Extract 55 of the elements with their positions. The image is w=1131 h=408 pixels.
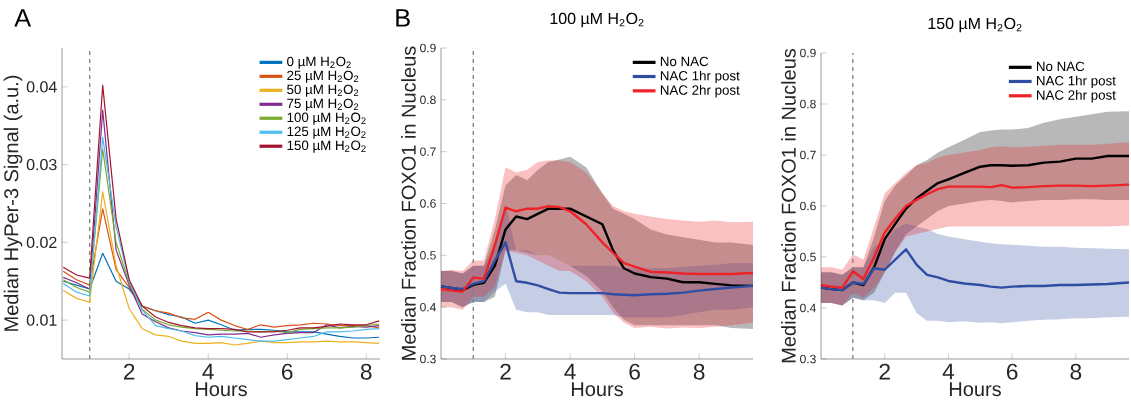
y-tick-label: 0.8 <box>420 95 436 105</box>
legend-label: 75 µM H$_{2}$O$_{2}$ <box>287 98 359 111</box>
y-tick-label: 0.3 <box>420 354 436 364</box>
x-tick-label: 8 <box>360 363 372 380</box>
x-tick-label: 4 <box>942 363 955 380</box>
legend-label: 150 µM H$_{2}$O$_{2}$ <box>287 140 366 153</box>
x-tick-label: 2 <box>879 363 890 380</box>
text: A <box>14 9 32 27</box>
x-tick-label: 8 <box>693 363 705 380</box>
x-tick-label: 8 <box>1070 363 1082 380</box>
y-tick-label: 0.7 <box>420 147 436 156</box>
legend-label: No NAC <box>660 56 709 67</box>
y-tick-label: 0.3 <box>800 354 816 364</box>
x-tick-label: 4 <box>202 363 214 380</box>
y-tick-label: 0.03 <box>26 158 57 171</box>
text: B <box>396 9 410 27</box>
x-tick-label: 6 <box>629 363 640 380</box>
y-tick-label: 0.04 <box>26 81 57 93</box>
y-tick-label: 0.01 <box>26 314 57 326</box>
legend-label: 125 µM H$_{2}$O$_{2}$ <box>287 126 366 139</box>
legend-label: NAC 1hr post <box>1036 75 1116 89</box>
line-series <box>819 248 1131 292</box>
legend-label: 50 µM H$_{2}$O$_{2}$ <box>287 84 359 97</box>
chart-title: 150 µM H$_{2}$O$_{2}$ <box>928 17 1022 33</box>
legend-label: NAC 2hr post <box>1036 89 1116 103</box>
chart-title: 100 µM H$_{2}$O$_{2}$ <box>550 12 644 28</box>
legend-label: 0 µM H$_{2}$O$_{2}$ <box>287 56 351 69</box>
y-tick-label: 0.5 <box>800 252 816 262</box>
x-axis-title: Hours <box>195 382 247 397</box>
y-tick-label: 0.8 <box>800 99 816 109</box>
y-tick-label: 0.5 <box>420 251 436 260</box>
x-axis-title: Hours <box>949 382 1001 397</box>
y-tick-label: 0.4 <box>800 303 816 313</box>
y-tick-label: 0.4 <box>420 302 436 312</box>
x-tick-label: 2 <box>124 363 135 380</box>
y-tick-label: 0.6 <box>800 201 816 211</box>
y-axis-title: Median Fraction FOXO1 in Nucleus <box>781 48 796 363</box>
y-tick-label: 0.9 <box>420 43 436 53</box>
y-tick-label: 0.6 <box>420 199 436 208</box>
x-tick-label: 2 <box>500 363 511 380</box>
x-tick-label: 6 <box>1006 363 1018 380</box>
legend-label: NAC 1hr post <box>660 70 740 84</box>
x-axis-title: Hours <box>571 382 623 397</box>
legend-label: 100 µM H$_{2}$O$_{2}$ <box>287 112 366 125</box>
legend-label: No NAC <box>1036 61 1085 72</box>
y-tick-label: 0.9 <box>800 48 816 58</box>
line-series <box>62 191 380 346</box>
legend-label: NAC 2hr post <box>660 85 740 98</box>
y-axis-title: Median HyPer-3 Signal (a.u.) <box>3 75 23 331</box>
x-tick-label: 4 <box>564 363 576 380</box>
y-tick-label: 0.02 <box>26 236 57 249</box>
legend-label: 25 µM H$_{2}$O$_{2}$ <box>287 70 359 83</box>
y-axis-title: Median Fraction FOXO1 in Nucleus <box>401 46 416 360</box>
y-tick-label: 0.7 <box>800 150 816 160</box>
x-tick-label: 6 <box>282 363 293 380</box>
